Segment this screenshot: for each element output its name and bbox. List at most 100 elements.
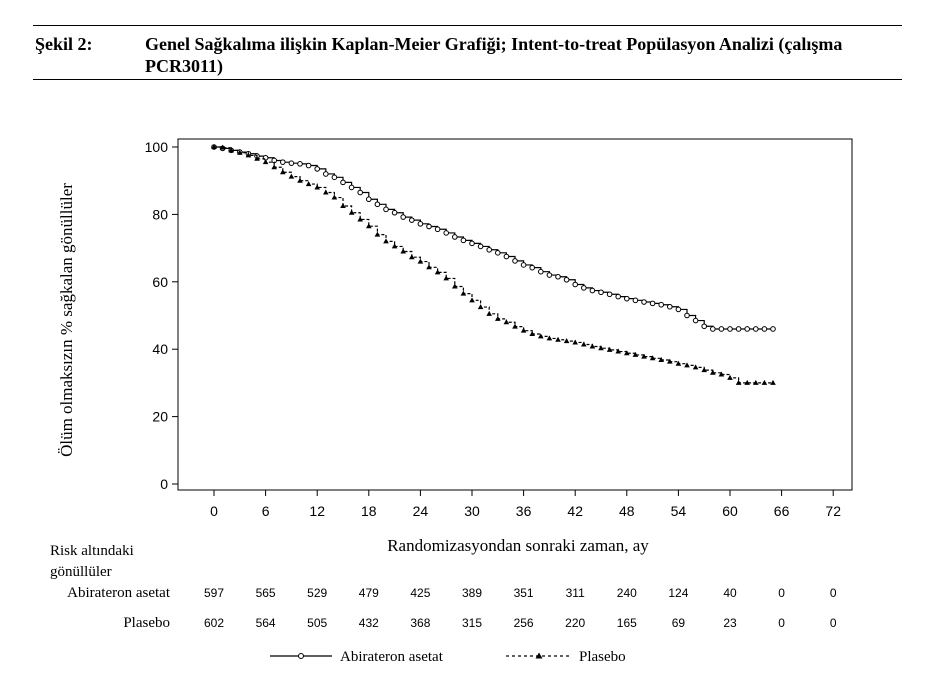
risk-table: Abirateron asetat 597 565 529 479 425 389 351 31… [67, 585, 837, 631]
censor-marker-circle [710, 326, 716, 332]
censor-marker-triangle [391, 243, 398, 249]
censor-marker-circle [727, 326, 733, 332]
risk-value: 0 [778, 616, 785, 630]
risk-value: 602 [204, 616, 224, 630]
censor-marker-triangle [667, 358, 673, 364]
censor-marker-triangle [624, 350, 630, 356]
risk-value: 425 [410, 586, 430, 600]
legend-marker-triangle [535, 652, 543, 659]
censor-marker-triangle [581, 341, 587, 347]
censor-marker-triangle [305, 181, 312, 187]
censor-marker-triangle [753, 379, 759, 385]
censor-marker-circle [417, 221, 424, 227]
censor-marker-circle [469, 240, 475, 247]
censor-marker-triangle [237, 149, 243, 155]
x-tick-label-0: 0 [210, 503, 218, 519]
censor-marker-triangle [271, 164, 277, 170]
x-tick-label-54: 54 [671, 503, 687, 519]
censor-marker-circle [280, 159, 286, 165]
censor-marker-triangle [675, 360, 682, 366]
censor-marker-triangle [366, 223, 372, 229]
risk-value: 165 [617, 616, 637, 630]
x-tick-label-66: 66 [774, 503, 790, 519]
y-tick-label-40: 40 [152, 341, 168, 357]
censor-marker-circle [572, 281, 579, 288]
censor-marker-triangle [606, 346, 613, 352]
risk-value: 597 [204, 586, 224, 600]
risk-value: 565 [256, 586, 276, 600]
censor-marker-circle [718, 326, 725, 332]
x-tick-label-60: 60 [722, 503, 738, 519]
censor-marker-triangle [598, 345, 604, 351]
censor-marker-triangle [211, 144, 217, 149]
figure-title: Genel Sağkalıma ilişkin Kaplan-Meier Gra… [145, 34, 843, 76]
censor-marker-triangle [563, 338, 570, 344]
x-tick-label-42: 42 [567, 503, 583, 519]
censor-marker-circle [624, 295, 630, 302]
censor-marker-circle [598, 289, 604, 296]
censor-marker-circle [692, 317, 699, 324]
censor-marker-circle [288, 160, 295, 166]
censor-marker-circle [675, 306, 682, 313]
censor-marker-triangle [520, 327, 527, 333]
y-tick-label-20: 20 [152, 409, 168, 425]
censor-marker-circle [735, 326, 742, 332]
risk-value: 432 [359, 616, 379, 630]
x-tick-label-48: 48 [619, 503, 635, 519]
risk-value: 529 [307, 586, 327, 600]
top-rule [33, 25, 902, 26]
x-tick-label-30: 30 [464, 503, 480, 519]
censor-marker-triangle [692, 364, 699, 370]
risk-value: 0 [778, 586, 785, 600]
censor-marker-triangle [546, 335, 553, 341]
risk-value: 389 [462, 586, 482, 600]
censor-marker-triangle [529, 331, 535, 337]
censor-marker-triangle [495, 315, 501, 321]
x-tick-label-6: 6 [262, 503, 270, 519]
censor-marker-circle [409, 217, 415, 223]
censor-marker-triangle [503, 319, 510, 325]
censor-marker-circle [649, 300, 656, 307]
censor-marker-triangle [426, 264, 432, 270]
risk-value: 0 [830, 616, 837, 630]
censor-marker-triangle [589, 343, 596, 349]
censor-marker-triangle [658, 356, 664, 362]
censor-marker-triangle [701, 367, 707, 373]
censor-marker-triangle [710, 369, 716, 375]
censor-marker-triangle [417, 258, 424, 264]
censor-marker-circle [563, 276, 570, 283]
risk-value: 564 [256, 616, 276, 630]
censor-marker-circle [744, 326, 751, 332]
censor-marker-circle [555, 273, 561, 280]
censor-marker-triangle [340, 202, 346, 208]
risk-value: 311 [566, 586, 585, 600]
censor-marker-triangle [443, 275, 449, 281]
censor-marker-triangle [400, 248, 406, 254]
censor-marker-triangle [632, 351, 639, 357]
censor-marker-triangle [314, 184, 320, 190]
censor-marker-triangle [280, 169, 286, 175]
risk-value: 124 [668, 586, 688, 600]
censor-marker-circle [366, 196, 372, 203]
censor-marker-circle [761, 326, 768, 332]
censor-marker-circle [297, 161, 303, 167]
x-axis-title: Randomizasyondan sonraki zaman, ay [387, 536, 649, 555]
censor-marker-circle [520, 262, 527, 268]
censor-marker-circle [383, 206, 389, 213]
censor-marker-circle [477, 243, 484, 250]
censor-marker-circle [529, 264, 536, 271]
censor-marker-triangle [374, 231, 381, 237]
censor-marker-triangle [348, 209, 355, 215]
y-tick-label-60: 60 [152, 274, 168, 290]
risk-value: 0 [830, 586, 837, 600]
censor-marker-triangle [297, 177, 303, 183]
risk-value: 315 [462, 616, 482, 630]
censor-marker-circle [581, 285, 587, 291]
censor-marker-triangle [744, 379, 750, 385]
censor-marker-triangle [572, 339, 578, 345]
x-tick-label-72: 72 [825, 503, 841, 519]
risk-value: 240 [617, 586, 637, 600]
x-tick-label-12: 12 [309, 503, 325, 519]
censor-marker-triangle [228, 147, 234, 153]
